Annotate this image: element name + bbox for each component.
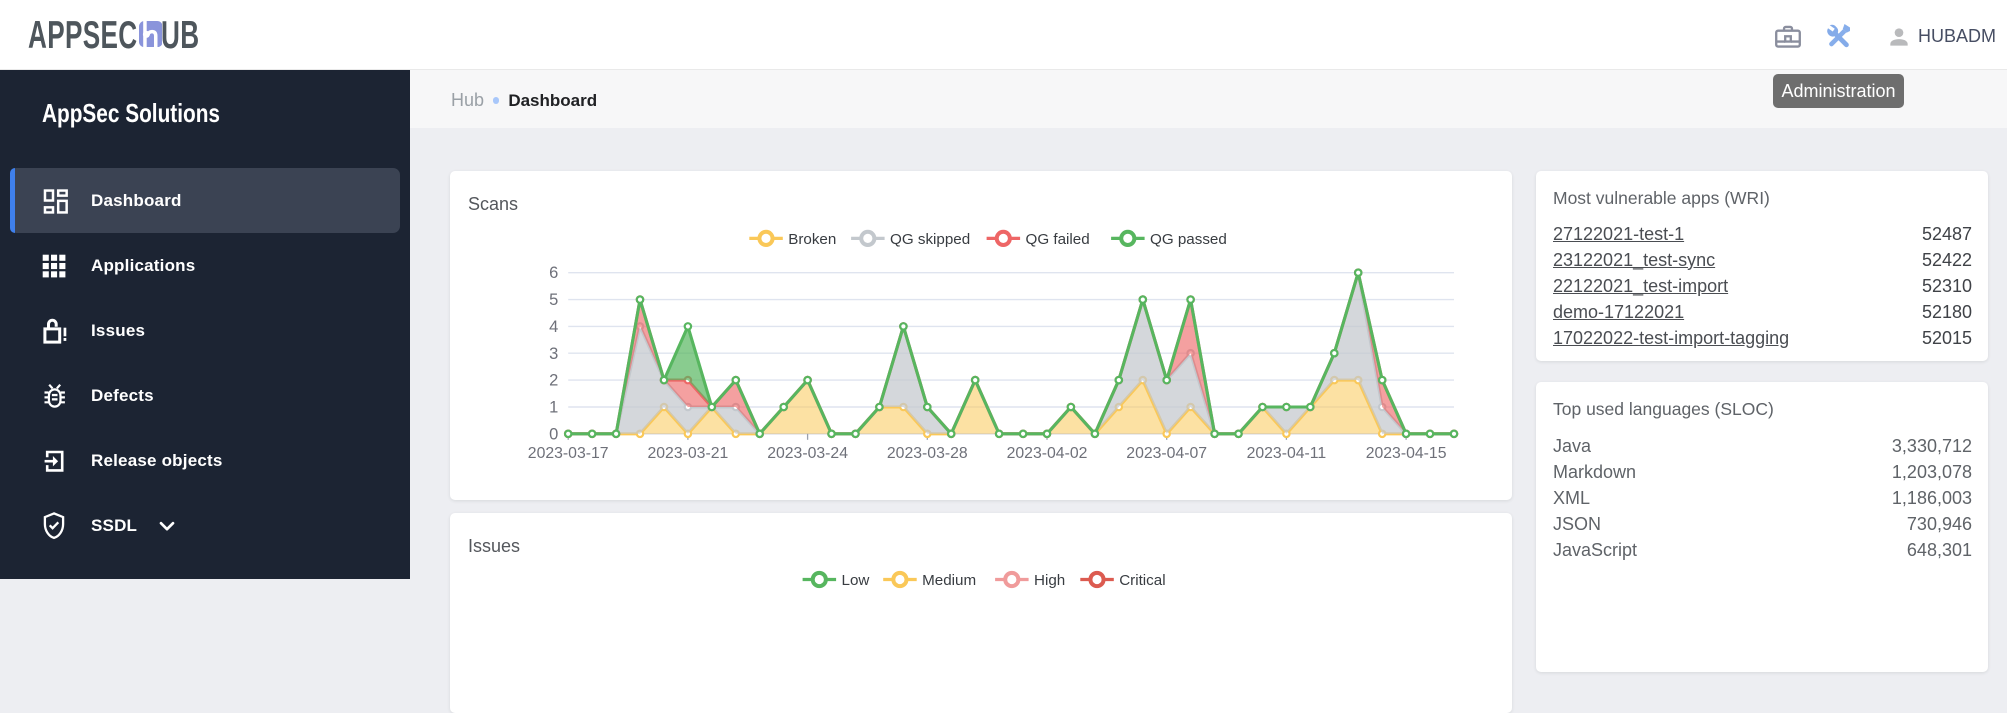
svg-text:Critical: Critical xyxy=(1119,572,1165,589)
svg-text:2023-04-02: 2023-04-02 xyxy=(1007,445,1088,462)
svg-text:QG passed: QG passed xyxy=(1150,231,1227,248)
svg-text:High: High xyxy=(1034,572,1065,589)
svg-text:1: 1 xyxy=(549,399,558,417)
svg-text:2023-03-17: 2023-03-17 xyxy=(528,445,609,462)
svg-text:QG failed: QG failed xyxy=(1026,231,1090,248)
svg-text:2023-04-11: 2023-04-11 xyxy=(1247,445,1327,462)
svg-text:2023-03-21: 2023-03-21 xyxy=(647,445,728,462)
svg-text:2: 2 xyxy=(549,372,558,390)
svg-text:2023-04-07: 2023-04-07 xyxy=(1126,445,1207,462)
svg-text:3: 3 xyxy=(549,345,558,363)
svg-text:6: 6 xyxy=(549,264,558,282)
svg-text:4: 4 xyxy=(549,318,558,336)
svg-text:Low: Low xyxy=(842,572,870,589)
svg-text:2023-03-28: 2023-03-28 xyxy=(887,445,968,462)
svg-text:QG skipped: QG skipped xyxy=(890,231,970,248)
svg-text:0: 0 xyxy=(549,425,558,443)
svg-text:2023-04-15: 2023-04-15 xyxy=(1366,445,1447,462)
svg-text:5: 5 xyxy=(549,291,558,309)
svg-text:Medium: Medium xyxy=(922,572,976,589)
svg-text:Broken: Broken xyxy=(788,231,836,248)
svg-text:2023-03-24: 2023-03-24 xyxy=(767,445,848,462)
